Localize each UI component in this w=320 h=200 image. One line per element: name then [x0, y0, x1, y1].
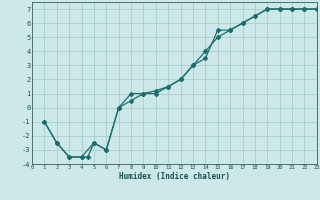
X-axis label: Humidex (Indice chaleur): Humidex (Indice chaleur)	[119, 172, 230, 181]
